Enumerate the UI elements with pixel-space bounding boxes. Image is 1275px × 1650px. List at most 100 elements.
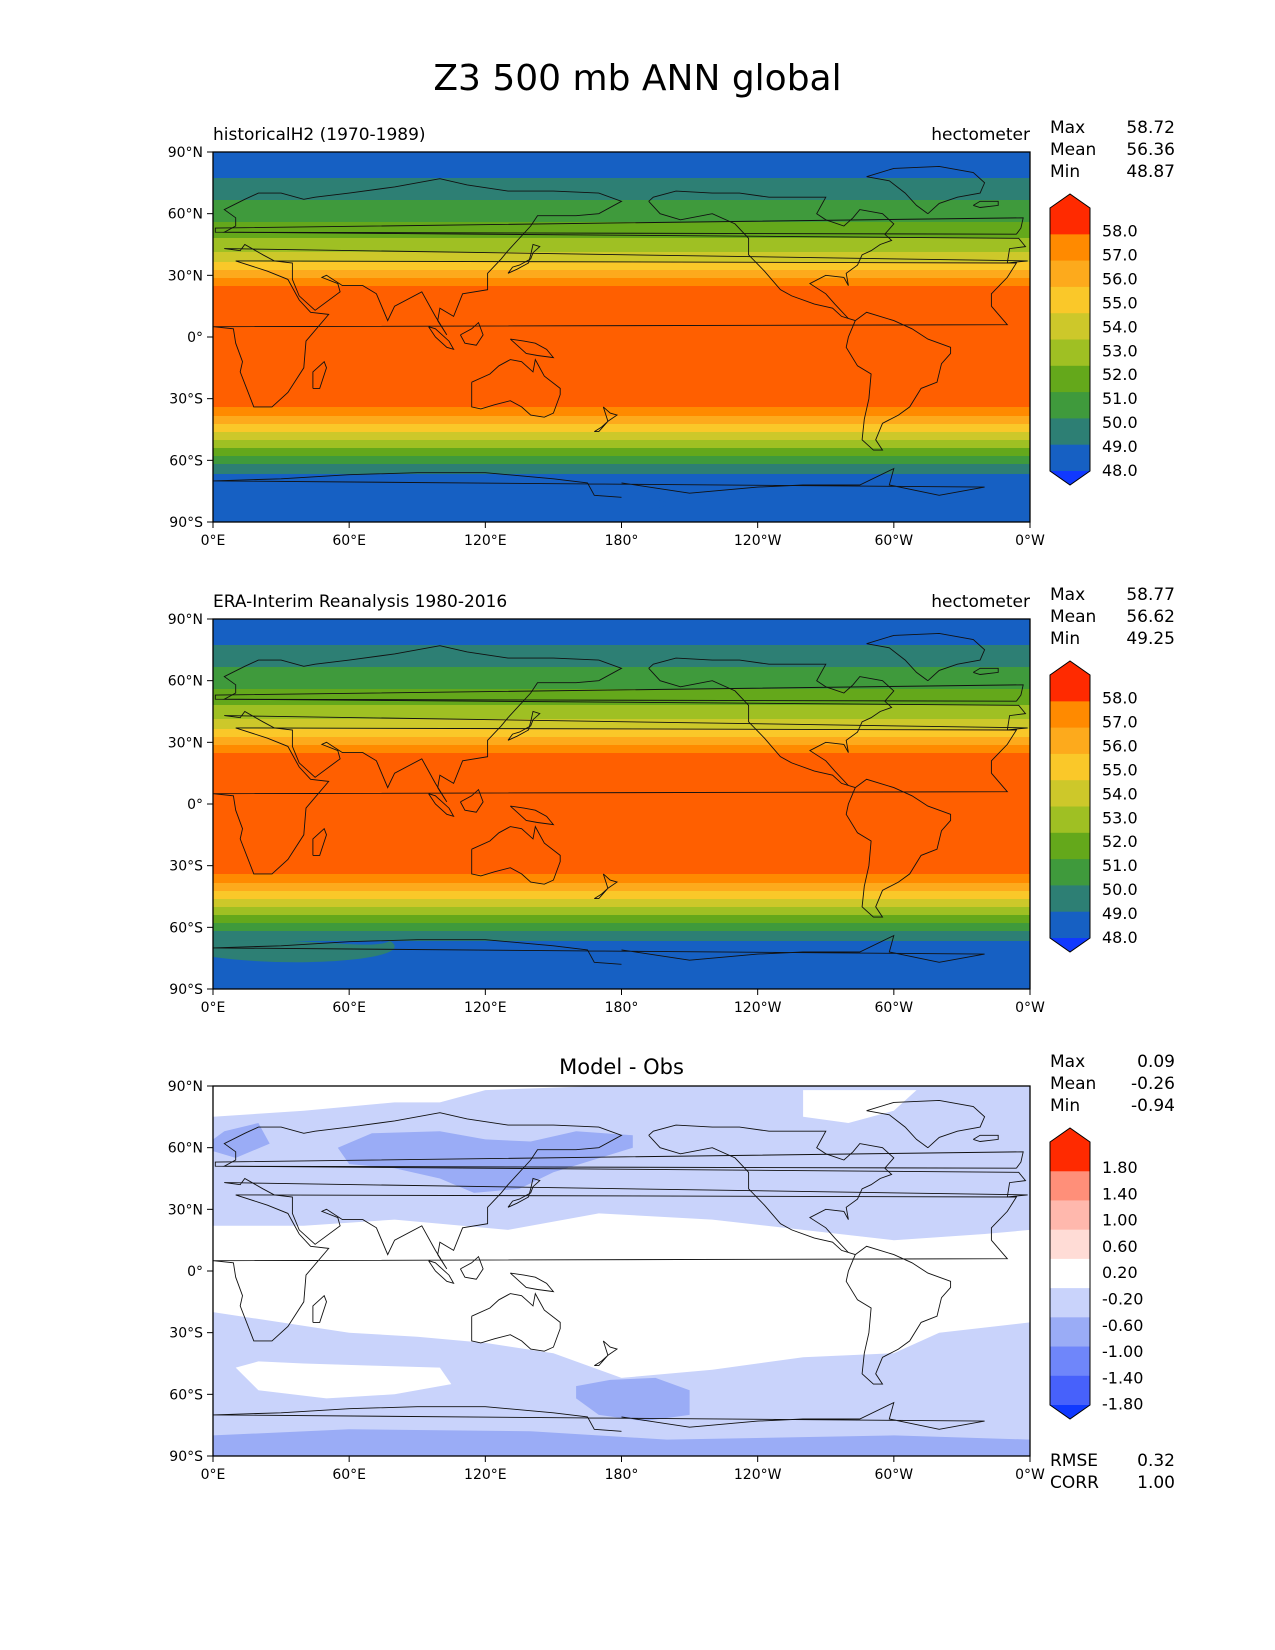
colorbar-cap-top [1050, 194, 1090, 208]
coastline [214, 684, 1024, 702]
colorbar-segment [1050, 1229, 1090, 1260]
coastline [222, 1112, 1028, 1270]
map-field [213, 619, 1030, 989]
panel-diff: 90°N 60°N 30°N 0° 30°S 60°S 90°S 0°E 60°E 120°E 18… [168, 1052, 1175, 1493]
lat-tick-label: 60°S [169, 1387, 203, 1403]
stat-label: Min [1050, 1096, 1080, 1116]
coastline [312, 360, 327, 389]
field-region-antarctic [213, 940, 395, 963]
colorbar-outline [1049, 193, 1091, 486]
colorbar-segment [1050, 208, 1090, 235]
lon-tick-label: 0°W [1015, 533, 1045, 549]
field-band [213, 705, 1030, 720]
panel-units: hectometer [931, 592, 1030, 612]
coastline [648, 190, 895, 322]
colorbar-label: 58.0 [1102, 222, 1138, 241]
coastline [845, 311, 952, 451]
lon-tick-label: 60°E [332, 1000, 366, 1016]
stat-value: -0.94 [1131, 1096, 1175, 1116]
coastline [866, 1099, 986, 1149]
colorbar-label: 52.0 [1102, 832, 1138, 851]
stat-value: 1.00 [1137, 1473, 1175, 1493]
colorbar-segment [1050, 675, 1090, 702]
stat-label: Mean [1050, 140, 1096, 160]
colorbar-label: 0.20 [1102, 1263, 1138, 1282]
colorbar-label: 56.0 [1102, 270, 1138, 289]
colorbar-segment [1050, 1288, 1090, 1318]
lat-tick-label: 30°N [168, 1202, 203, 1218]
lat-tick-label: 60°N [168, 207, 203, 223]
colorbar-segment [1050, 1142, 1090, 1172]
field-band [213, 619, 1030, 646]
colorbar-segment [1050, 832, 1090, 860]
colorbar-segment [1050, 286, 1090, 314]
coastline [594, 887, 609, 900]
coastline [648, 657, 895, 789]
field-region-negative [337, 1131, 633, 1193]
colorbar-cap-top [1050, 661, 1090, 675]
colorbar-label: 1.80 [1102, 1158, 1138, 1177]
field-band [213, 737, 1030, 746]
colorbar-label: 48.0 [1102, 928, 1138, 947]
colorbar-label: 52.0 [1102, 365, 1138, 384]
colorbar-label: 55.0 [1102, 760, 1138, 779]
colorbar-segment [1050, 911, 1090, 939]
panel-title-left: ERA-Interim Reanalysis 1980-2016 [213, 592, 507, 612]
lat-tick-label: 90°S [169, 1449, 203, 1465]
lat-tick-label: 60°N [168, 674, 203, 690]
lat-tick-label: 60°S [169, 453, 203, 469]
field-band [213, 448, 1030, 457]
coastline [312, 827, 327, 856]
figure-title: Z3 500 mb ANN global [433, 58, 842, 99]
field-band [213, 440, 1030, 449]
coastline [973, 200, 999, 208]
coastline [214, 217, 1024, 235]
colorbar-segment [1050, 753, 1090, 781]
colorbar-segment [1050, 1375, 1090, 1406]
coastline [428, 793, 455, 818]
colorbar-label: 57.0 [1102, 713, 1138, 732]
coastline [460, 1255, 484, 1280]
colorbar-label: 50.0 [1102, 880, 1138, 899]
stat-label: Min [1050, 162, 1080, 182]
colorbar-label: -0.20 [1102, 1289, 1143, 1308]
lon-tick-label: 120°W [734, 1000, 782, 1016]
colorbar-label: 53.0 [1102, 808, 1138, 827]
lon-tick-label: 120°E [464, 1000, 507, 1016]
colorbar-segment [1050, 1200, 1090, 1231]
lon-tick-label: 120°W [734, 1467, 782, 1483]
stat-value: 48.87 [1126, 162, 1175, 182]
field-region-low [507, 496, 668, 512]
lon-tick-label: 0°E [201, 1467, 226, 1483]
stat-label: Min [1050, 629, 1080, 649]
coastline [460, 321, 484, 346]
field-band [213, 432, 1030, 441]
colorbar-label: 51.0 [1102, 856, 1138, 875]
stat-value: 0.09 [1137, 1052, 1175, 1072]
field-band [213, 915, 1030, 924]
field-band [213, 667, 1030, 690]
field-band [213, 874, 1030, 884]
lon-tick-label: 60°W [874, 1467, 913, 1483]
panel-title-center: Model - Obs [559, 1055, 684, 1079]
panel-model: 90°N 60°N 30°N 0° 30°S 60°S 90°S 0°E 60°E 120°E 18… [168, 118, 1175, 549]
colorbar-segment [1050, 1346, 1090, 1377]
field-band [213, 729, 1030, 738]
coastline [213, 727, 1018, 875]
coastline [602, 1340, 619, 1357]
lat-tick-label: 60°N [168, 1141, 203, 1157]
coastline [312, 1294, 327, 1323]
map-field [213, 1086, 1030, 1456]
colorbar-label: 53.0 [1102, 341, 1138, 360]
lon-tick-label: 60°W [874, 1000, 913, 1016]
lat-tick-label: 30°S [169, 859, 203, 875]
colorbar-label: 51.0 [1102, 389, 1138, 408]
lat-tick-label: 0° [187, 1264, 203, 1280]
field-band [213, 883, 1030, 892]
colorbar-segment [1050, 701, 1090, 729]
field-band [213, 286, 1030, 408]
stat-value: 49.25 [1126, 629, 1175, 649]
colorbar-label: 50.0 [1102, 413, 1138, 432]
